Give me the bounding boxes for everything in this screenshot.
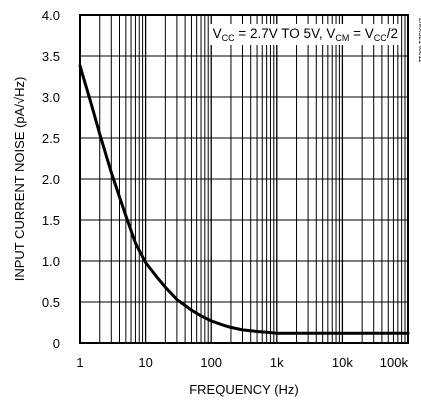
x-tick-label: 1 xyxy=(76,355,83,370)
y-axis-title: INPUT CURRENT NOISE (pA/√Hz) xyxy=(12,77,27,282)
plot-frame xyxy=(79,14,409,344)
y-tick-label: 2.0 xyxy=(42,172,60,187)
grid xyxy=(80,15,408,343)
y-tick-label: 1.0 xyxy=(42,254,60,269)
y-tick-label: 3.0 xyxy=(42,90,60,105)
y-tick-label: 2.5 xyxy=(42,131,60,146)
y-tick-label: 3.5 xyxy=(42,49,60,64)
conditions-annotation: VCC = 2.7V TO 5V, VCM = VCC/2 xyxy=(213,26,398,43)
x-axis-title: FREQUENCY (Hz) xyxy=(189,382,299,397)
tick-labels: 1 10 100 1k 10k 100k 0 0.5 1.0 1.5 2.0 2.5 3.0 3.5 4.0 xyxy=(42,8,409,370)
y-tick-label: 0 xyxy=(53,336,60,351)
y-tick-label: 4.0 xyxy=(42,8,60,23)
figure-id: LMX321 toc11 xyxy=(417,18,421,63)
y-tick-label: 1.5 xyxy=(42,213,60,228)
x-tick-label: 100 xyxy=(200,355,222,370)
x-tick-label: 10k xyxy=(332,355,353,370)
series-line xyxy=(78,64,410,335)
annotation-background xyxy=(209,24,401,45)
x-tick-label: 10 xyxy=(138,355,152,370)
y-tick-label: 0.5 xyxy=(42,295,60,310)
x-tick-label: 100k xyxy=(380,355,409,370)
x-tick-label: 1k xyxy=(270,355,284,370)
